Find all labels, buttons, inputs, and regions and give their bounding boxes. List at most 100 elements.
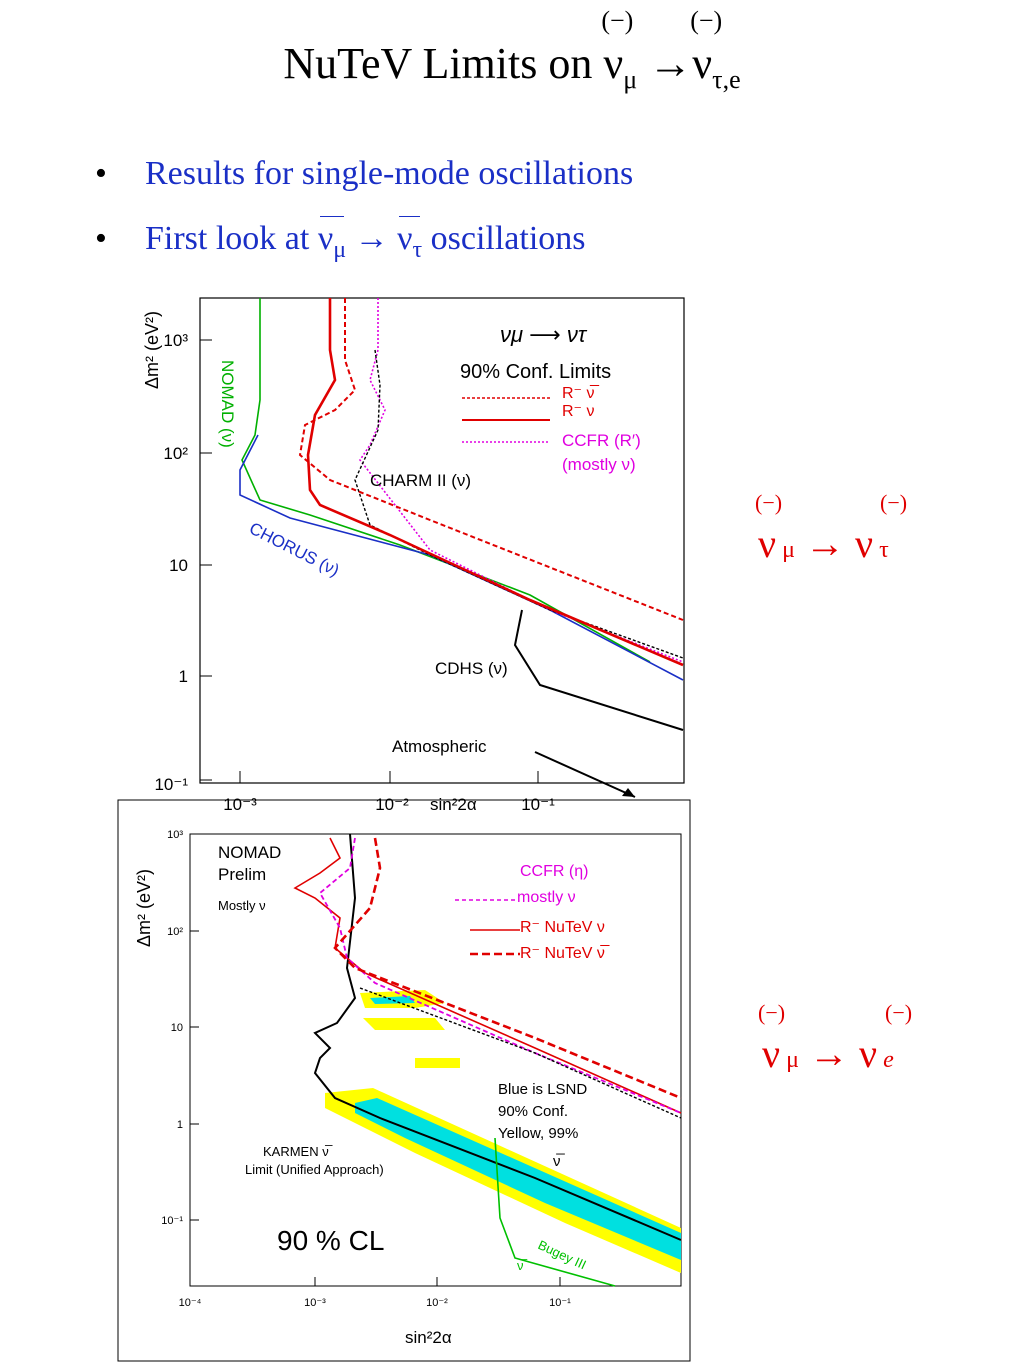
top-ylabel: Δm² (eV²) <box>142 311 162 389</box>
bullet-2-arrow: → <box>354 220 389 257</box>
bullet-2-post: oscillations <box>430 220 586 257</box>
nomad-curve <box>241 298 651 663</box>
bullet-1: • Results for single-mode oscillations <box>95 155 895 199</box>
atmospheric-arrow <box>534 751 636 798</box>
title-bar-2: (−) <box>690 6 723 35</box>
bot-ytick-1: 10² <box>167 926 183 938</box>
top-annot-cdhs: CDHS (ν) <box>435 659 508 678</box>
bot-xtick-1: 10⁻³ <box>304 1297 326 1309</box>
bot-annot-nubar-bugey: ν̅ <box>517 1258 528 1273</box>
label-numu-nutau: ν μ → ν τ <box>758 520 889 567</box>
plot-frame <box>189 833 682 1287</box>
bot-legend-0: CCFR (η) <box>520 863 588 880</box>
bot-xtick-0: 10⁻⁴ <box>179 1297 202 1309</box>
label-2-bar1: (−) <box>758 1000 786 1025</box>
label-2-nu1: ν <box>762 1031 781 1076</box>
bot-ytick-4: 10⁻¹ <box>161 1215 183 1227</box>
label-1-bar1: (−) <box>755 490 783 515</box>
top-legend-sub: 90% Conf. Limits <box>460 361 611 383</box>
top-ytick-3: 1 <box>179 667 188 686</box>
bullet-2-pre: First look at <box>145 220 310 257</box>
bullet-mark: • <box>95 220 107 257</box>
top-ytick-0: 10³ <box>163 331 188 350</box>
charm-curve <box>354 349 684 659</box>
label-1-nu2: ν <box>854 521 874 566</box>
bot-ytick-2: 10 <box>171 1022 183 1034</box>
top-annot-atmospheric: Atmospheric <box>392 737 487 756</box>
label-2-sub2: e <box>883 1047 894 1073</box>
bullet-2-nu1: ν <box>317 220 334 257</box>
nomad-curve <box>293 837 682 1114</box>
bullet-2: • First look at νμ → ντ oscillations <box>95 216 895 270</box>
label-1-nu1: ν <box>758 521 777 566</box>
title-bar-1: (−) <box>601 6 634 35</box>
bot-legend-1: mostly ν <box>517 889 576 906</box>
label-2-nu2: ν <box>858 1031 878 1076</box>
top-ytick-1: 10² <box>163 444 188 463</box>
label-numu-nue: ν μ → ν e <box>762 1030 894 1077</box>
title-nu-mu: ν <box>603 39 624 88</box>
bot-xlabel: sin²2α <box>405 1328 452 1347</box>
bot-annot-bugey: Bugey III <box>536 1237 589 1272</box>
bot-annot-nubar-lsnd: ν̅ <box>553 1153 566 1170</box>
top-legend-0: R⁻ ν̅ <box>562 384 599 402</box>
bot-annot-lsnd-3: Yellow, 99% <box>498 1125 578 1142</box>
bot-annot-lsnd-2: 90% Conf. <box>498 1103 568 1120</box>
bugey-curve <box>494 1137 616 1287</box>
ccfr-curve <box>318 837 682 1114</box>
plot-frame <box>199 297 685 784</box>
bot-annot-prelim: Prelim <box>218 865 266 884</box>
lsnd-99-island-3 <box>415 1058 460 1068</box>
bot-ylabel: Δm² (eV²) <box>134 869 154 947</box>
label-2-arrow: → <box>808 1031 849 1076</box>
cdhs-curve <box>513 609 684 731</box>
top-legend-title: νμ ⟶ ντ <box>500 322 588 347</box>
karmen-dashed-curve <box>359 987 682 1119</box>
lsnd-90-band <box>355 1098 681 1260</box>
label-1-arrow: → <box>804 521 845 566</box>
bullet-2-text: First look at νμ → ντ oscillations <box>145 216 586 264</box>
bot-ytick-0: 10³ <box>167 829 183 841</box>
top-annot-nomad: NOMAD (ν) <box>218 360 237 448</box>
title-sub-mu: μ <box>623 64 638 94</box>
nue-exclusion-plot: 10³ 10² 10 1 10⁻¹ 10⁻⁴ 10⁻³ 10⁻² 10⁻¹ si… <box>117 799 691 1362</box>
bullet-1-text: Results for single-mode oscillations <box>145 155 634 192</box>
label-1-sub1: μ <box>782 537 795 563</box>
title-arrow: → <box>648 39 693 88</box>
lsnd-99-island-2 <box>363 1018 445 1030</box>
title-sub-te: τ,e <box>712 64 741 94</box>
nutev-nubar-curve <box>298 298 684 621</box>
top-legend-3: (mostly ν) <box>562 455 636 474</box>
bot-annot-lsnd-1: Blue is LSND <box>498 1081 587 1098</box>
bot-annot-nomad: NOMAD <box>218 843 281 862</box>
bullet-mark: • <box>95 155 107 192</box>
bullet-2-sub1: μ <box>333 236 347 263</box>
label-2-sub1: μ <box>786 1047 799 1073</box>
bullet-2-sub2: τ <box>412 236 423 263</box>
top-legend-1: R⁻ ν <box>562 403 594 420</box>
bot-xtick-3: 10⁻¹ <box>549 1297 571 1309</box>
label-1-sub2: τ <box>879 537 889 563</box>
bot-annot-karmen: KARMEN ν̅ <box>263 1144 333 1159</box>
title-text: NuTeV Limits on <box>283 39 593 88</box>
label-1-bar2: (−) <box>880 490 908 515</box>
top-legend-2: CCFR (R′) <box>562 431 641 450</box>
bot-annot-mostly: Mostly ν <box>218 898 266 913</box>
nutev-nubar-curve <box>333 837 682 1100</box>
arrow-head-icon <box>622 788 635 797</box>
bot-xtick-2: 10⁻² <box>426 1297 448 1309</box>
nutau-exclusion-plot: 10³ 10² 10 1 10⁻¹ 10⁻³ 10⁻² 10⁻¹ sin²2α … <box>142 297 685 814</box>
bot-legend-2: R⁻ NuTeV ν <box>520 919 605 936</box>
bot-annot-limit: Limit (Unified Approach) <box>245 1162 384 1177</box>
bot-legend-3: R⁻ NuTeV ν̅ <box>520 944 610 962</box>
top-ytick-2: 10 <box>169 556 188 575</box>
top-ytick-4: 10⁻¹ <box>154 775 188 794</box>
page-title: NuTeV Limits on (−) νμ → (−) ντ,e <box>0 6 1024 95</box>
label-2-bar2: (−) <box>885 1000 913 1025</box>
outer-frame <box>117 799 691 1362</box>
bullet-2-nu2: ν <box>397 220 413 257</box>
nutev-nu-curve <box>306 298 684 667</box>
lsnd-90-island-1 <box>370 996 415 1004</box>
title-nu-te: ν <box>692 39 713 88</box>
bot-ytick-3: 1 <box>177 1119 183 1131</box>
